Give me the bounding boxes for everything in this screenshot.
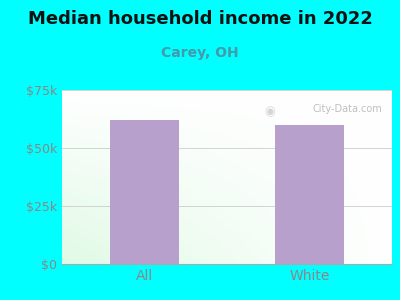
Bar <box>275 125 344 264</box>
Bar <box>110 120 179 264</box>
Text: Carey, OH: Carey, OH <box>161 46 239 61</box>
Text: Median household income in 2022: Median household income in 2022 <box>28 11 372 28</box>
Text: City-Data.com: City-Data.com <box>312 104 382 114</box>
Text: ◉: ◉ <box>264 106 275 119</box>
